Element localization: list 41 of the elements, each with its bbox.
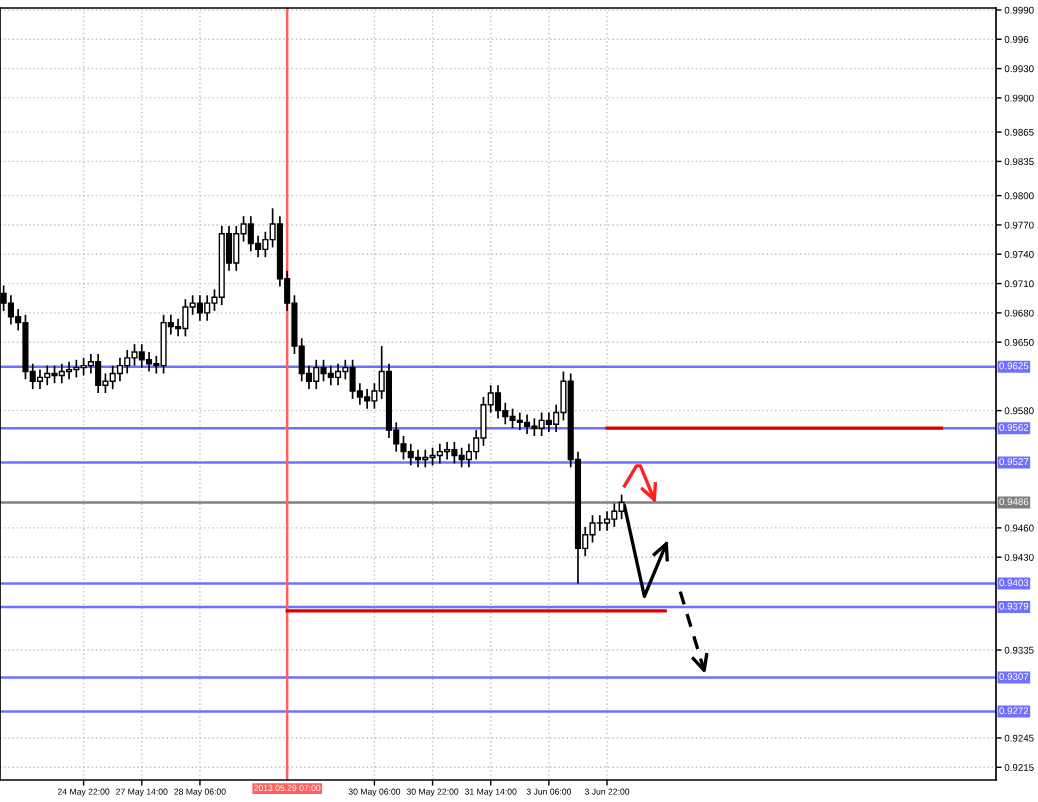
candlestick — [138, 343, 145, 369]
candlestick — [538, 411, 545, 437]
candlestick — [509, 407, 516, 430]
candlestick — [407, 443, 414, 467]
candlestick — [145, 351, 153, 373]
candlestick — [313, 358, 320, 390]
candlestick — [58, 362, 65, 385]
candlestick — [327, 364, 334, 387]
candlestick — [603, 510, 611, 532]
candlestick — [349, 358, 356, 400]
candlestick — [545, 411, 552, 433]
candlestick — [364, 388, 371, 410]
candlestick — [95, 353, 102, 394]
candlestick — [131, 343, 138, 367]
candlestick — [182, 298, 189, 338]
candlestick — [611, 502, 618, 528]
candlestick — [160, 314, 167, 375]
candlestick — [204, 294, 211, 322]
candlestick — [233, 225, 240, 272]
candlestick — [36, 368, 44, 390]
candlestick — [262, 230, 269, 259]
candlestick — [124, 349, 131, 375]
candlestick — [196, 294, 203, 322]
candlestick — [335, 362, 342, 387]
candlestick — [44, 364, 51, 387]
candlestick — [444, 441, 451, 461]
candlestick — [494, 384, 502, 420]
candlestick — [414, 448, 422, 469]
candlestick — [320, 358, 327, 383]
candlestick — [7, 294, 14, 326]
candlestick — [596, 514, 603, 532]
candlestick — [436, 443, 443, 465]
candlestick — [458, 446, 465, 469]
candlestick — [524, 413, 531, 435]
candlestick — [451, 441, 458, 465]
candlestick — [516, 411, 523, 431]
candlestick — [116, 357, 124, 383]
candlestick — [247, 215, 254, 253]
candlestick — [109, 364, 116, 390]
candlestick — [422, 448, 429, 469]
candlestick — [66, 360, 73, 381]
